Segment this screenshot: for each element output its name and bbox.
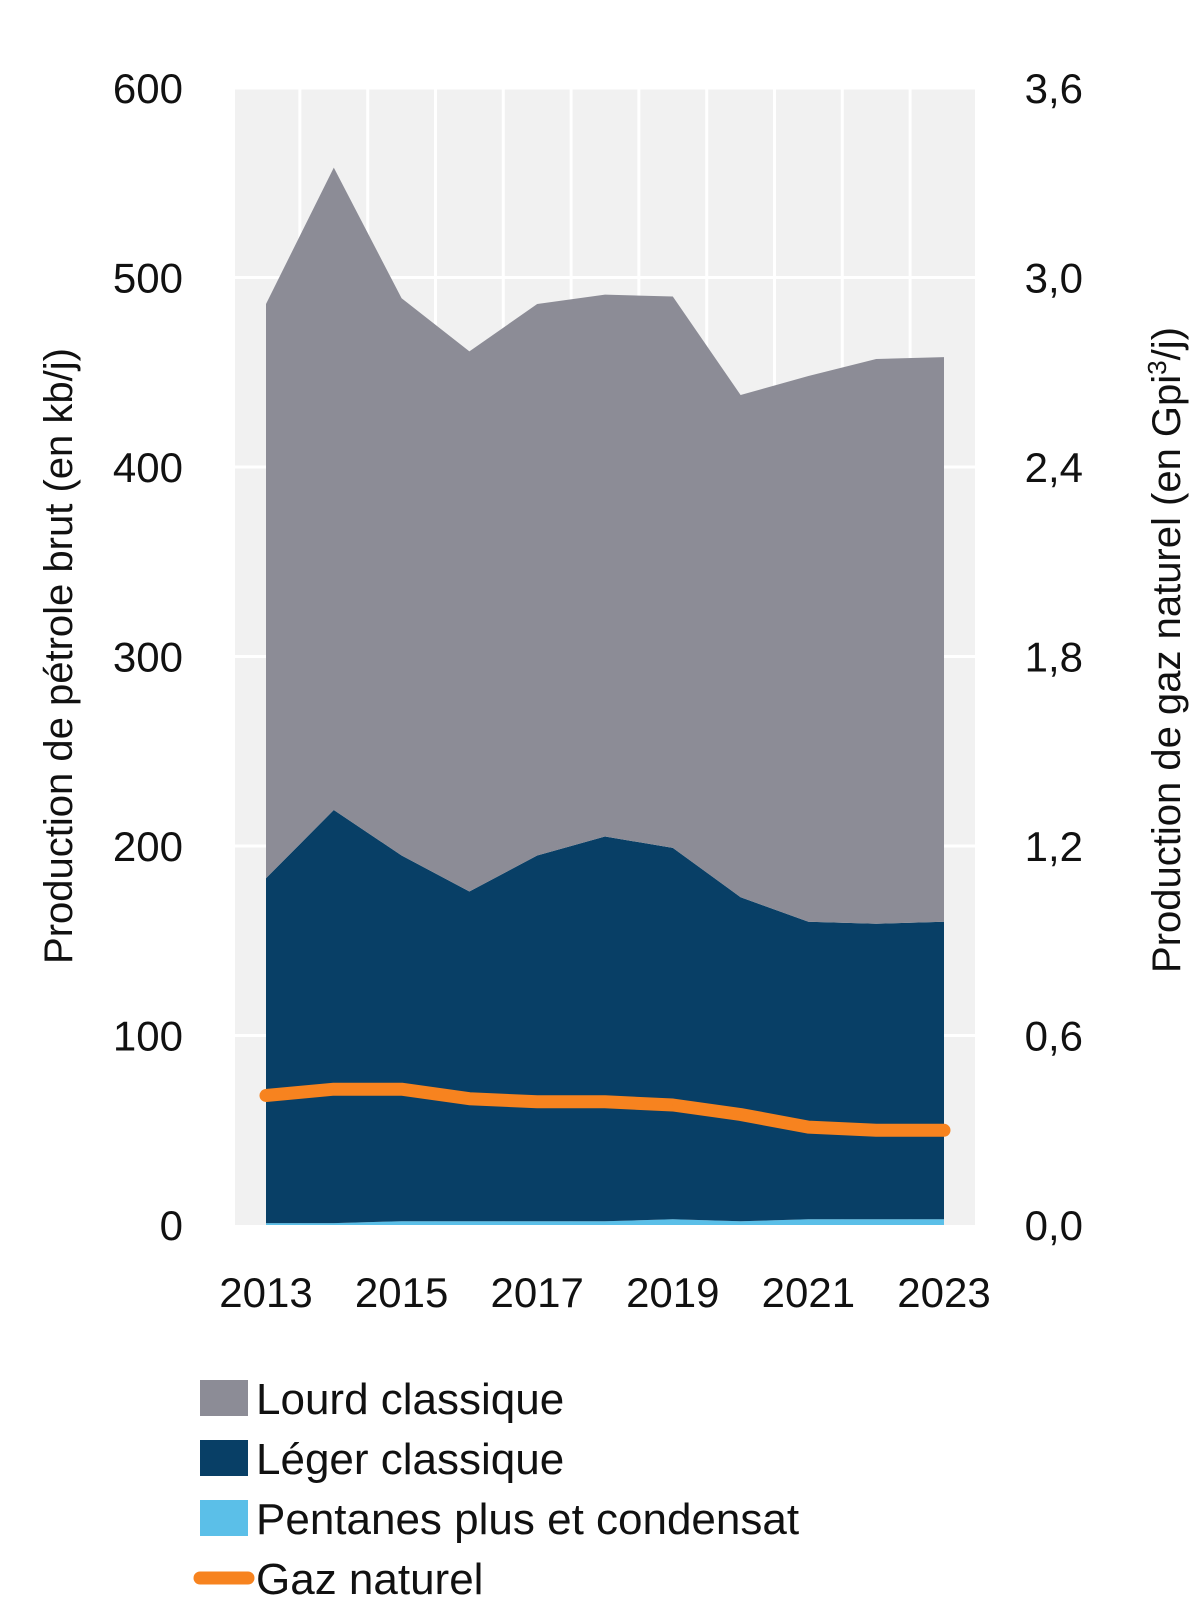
right-tick-label: 2,4 (1025, 444, 1083, 491)
data-point-gaz-naturel (401, 1088, 403, 1090)
left-axis-ticks: 0 100 200 300 400 500 600 (113, 65, 183, 1249)
data-point-gaz-naturel (604, 1101, 606, 1103)
legend-swatch (200, 1440, 248, 1476)
right-tick-label: 3,6 (1025, 65, 1083, 112)
right-tick-label: 1,8 (1025, 634, 1083, 681)
right-tick-label: 3,0 (1025, 255, 1083, 302)
left-tick-label: 600 (113, 65, 183, 112)
legend-swatch (200, 1500, 248, 1536)
legend-label: Gaz naturel (256, 1555, 483, 1604)
right-axis-title-prefix: Production de gaz naturel (en Gpi (1145, 375, 1189, 973)
right-tick-label: 0,6 (1025, 1013, 1083, 1060)
x-axis-ticks: 2013 2015 2017 2019 2021 2023 (219, 1269, 990, 1316)
right-axis-title: Production de gaz naturel (en Gpi3/j) (1142, 327, 1189, 973)
data-point-gaz-naturel (265, 1095, 267, 1097)
x-tick-label: 2013 (219, 1269, 312, 1316)
legend-swatch (200, 1380, 248, 1416)
data-point-gaz-naturel (672, 1104, 674, 1106)
gas-line-layer (259, 1082, 951, 1137)
data-point-gaz-naturel (468, 1098, 470, 1100)
data-point-gaz-naturel (333, 1088, 335, 1090)
legend-label: Léger classique (256, 1435, 564, 1484)
left-tick-label: 0 (160, 1202, 183, 1249)
legend-label: Lourd classique (256, 1375, 564, 1424)
data-point-gaz-naturel (943, 1129, 945, 1131)
left-tick-label: 100 (113, 1013, 183, 1060)
data-point-gaz-naturel (807, 1126, 809, 1128)
left-tick-label: 500 (113, 255, 183, 302)
right-axis-title-suffix: /j) (1145, 327, 1189, 360)
right-axis-title-superscript: 3 (1142, 360, 1172, 374)
legend-label: Pentanes plus et condensat (256, 1495, 799, 1544)
data-point-gaz-naturel (740, 1113, 742, 1115)
area-lourd-classique (266, 167, 944, 924)
data-point-gaz-naturel (536, 1101, 538, 1103)
x-tick-label: 2017 (490, 1269, 583, 1316)
left-tick-label: 300 (113, 634, 183, 681)
legend: Lourd classique Léger classique Pentanes p… (193, 1375, 799, 1604)
data-point-gaz-naturel (875, 1129, 877, 1131)
right-tick-label: 0,0 (1025, 1202, 1083, 1249)
left-tick-label: 400 (113, 444, 183, 491)
x-tick-label: 2021 (762, 1269, 855, 1316)
x-tick-label: 2019 (626, 1269, 719, 1316)
left-axis-title: Production de pétrole brut (en kb/j) (37, 348, 81, 964)
x-tick-label: 2023 (897, 1269, 990, 1316)
right-tick-label: 1,2 (1025, 823, 1083, 870)
x-tick-label: 2015 (355, 1269, 448, 1316)
area-pentanes-plus-et-condensat (266, 1219, 944, 1225)
left-tick-label: 200 (113, 823, 183, 870)
right-axis-ticks: 0,0 0,6 1,2 1,8 2,4 3,0 3,6 (1025, 65, 1083, 1249)
